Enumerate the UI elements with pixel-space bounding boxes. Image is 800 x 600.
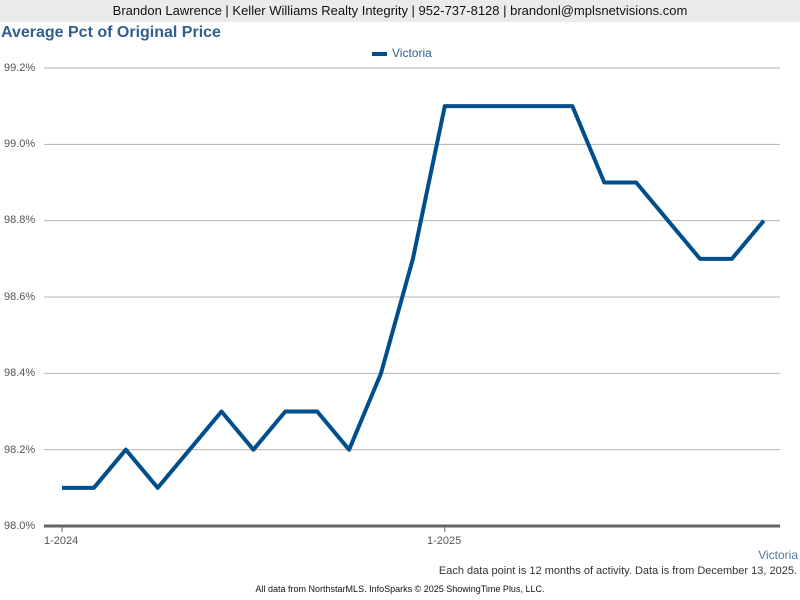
x-tick: 1-2024 <box>44 535 79 547</box>
legend-label[interactable]: Victoria <box>392 46 432 60</box>
y-tick: 98.4% <box>4 367 36 379</box>
legend-swatch <box>372 52 387 56</box>
y-tick: 98.0% <box>4 520 36 532</box>
x-tick: 1-2025 <box>427 535 462 547</box>
y-tick: 98.8% <box>4 214 36 226</box>
data-note: Each data point is 12 months of activity… <box>438 565 797 577</box>
series-label: Victoria <box>758 548 798 562</box>
contact-bar: Brandon Lawrence | Keller Williams Realt… <box>0 0 800 22</box>
y-tick: 98.6% <box>4 291 36 303</box>
footer-credit: All data from NorthstarMLS. InfoSparks ©… <box>255 584 545 594</box>
chart-title: Average Pct of Original Price <box>1 24 221 41</box>
y-tick: 98.2% <box>4 444 36 456</box>
y-tick: 99.2% <box>4 62 36 74</box>
y-tick: 99.0% <box>4 138 36 150</box>
series-line-victoria <box>62 104 766 490</box>
